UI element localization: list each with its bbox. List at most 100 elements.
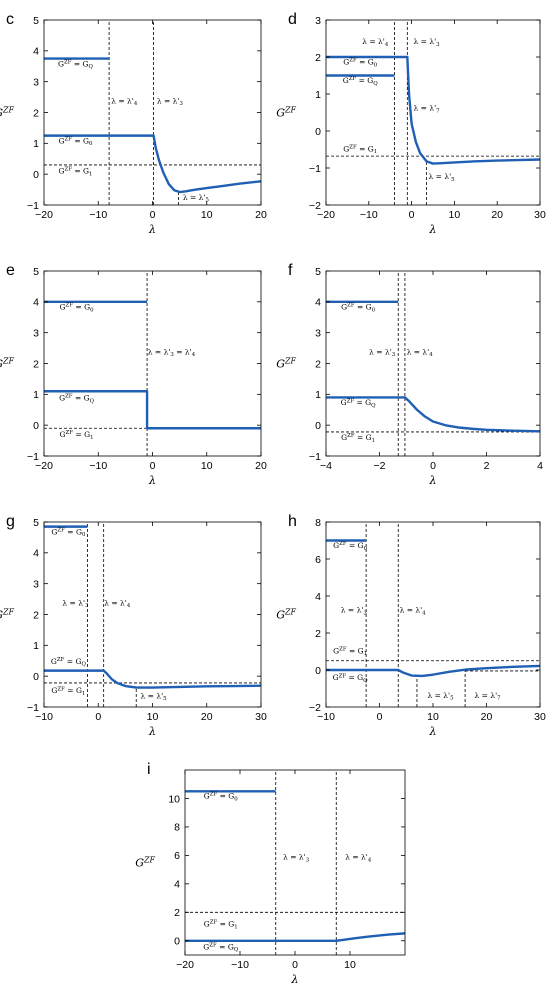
series-line-2 [44, 390, 261, 430]
y-tick-label: 2 [315, 52, 321, 64]
annotation-label: GZF​ = G0​ [58, 136, 93, 147]
axes-frame [325, 19, 541, 206]
annotation-label: λ = λ'4​ [345, 853, 372, 864]
axes-frame [43, 19, 262, 206]
annotation-label: GZF​ = G1​ [204, 920, 238, 931]
annotation-label: GZF​ = G1​ [333, 646, 367, 657]
annotation-label: GZF​ = G0​ [51, 527, 86, 538]
panel-h: −10 0 10 20 30 −2 0 2 4 6 8 λ GZF​ h GZF​ = G0​ GZF​ = … [276, 513, 546, 738]
y-tick-label: 1 [33, 138, 39, 150]
x-tick-label: 20 [255, 460, 267, 472]
annotation-label: GZF​ = G1​ [58, 167, 92, 178]
x-tick-label: −10 [35, 711, 53, 723]
annotation-label: λ = λ'7​ [475, 691, 502, 702]
y-axis-label: GZF​ [135, 855, 155, 869]
x-tick-label: 10 [147, 711, 159, 723]
annotation-label: λ = λ'4​ [407, 347, 434, 358]
y-tick-label: 2 [174, 907, 180, 919]
annotation-label: λ = λ'3​ [62, 598, 89, 609]
y-tick-label: −2 [309, 200, 321, 212]
x-axis-label: λ [148, 725, 156, 738]
x-tick-label: 20 [481, 711, 493, 723]
y-tick-label: 0 [33, 671, 39, 683]
y-tick-label: 5 [33, 517, 39, 529]
annotation-label: GZF​ = GQ​ [341, 398, 377, 409]
x-tick-label: −10 [231, 959, 249, 971]
annotation-label: GZF​ = GQ​ [51, 657, 87, 668]
annotation-label: GZF​ = G0​ [343, 57, 378, 68]
y-tick-label: 2 [315, 628, 321, 640]
y-tick-label: 4 [33, 46, 39, 58]
axes-frame [325, 270, 541, 457]
x-tick-label: 0 [150, 209, 156, 221]
x-tick-label: 20 [491, 209, 503, 221]
y-tick-label: 4 [315, 591, 321, 603]
x-tick-label: 20 [255, 209, 267, 221]
x-tick-label: 30 [255, 711, 267, 723]
panel-label: d [288, 11, 297, 28]
y-tick-label: −1 [27, 702, 39, 714]
y-tick-label: 2 [315, 358, 321, 370]
x-tick-label: 2 [484, 460, 490, 472]
y-tick-label: 8 [315, 517, 321, 529]
x-tick-label: −2 [374, 460, 386, 472]
y-tick-label: 3 [315, 327, 321, 339]
x-tick-label: −10 [317, 711, 335, 723]
series-line-2 [185, 932, 405, 942]
x-tick-label: 30 [534, 711, 546, 723]
panel-label: h [288, 513, 297, 530]
x-tick-label: 10 [201, 209, 213, 221]
x-tick-label: 0 [292, 959, 298, 971]
annotation-label: λ = λ'3​ [283, 853, 310, 864]
series-line-2 [44, 669, 261, 689]
x-tick-label: −4 [320, 460, 332, 472]
y-tick-label: 0 [315, 420, 321, 432]
y-tick-label: 5 [315, 266, 321, 278]
x-axis-label: λ [148, 474, 156, 487]
y-tick-label: 6 [174, 850, 180, 862]
y-tick-label: 3 [315, 15, 321, 27]
x-tick-label: 10 [201, 460, 213, 472]
annotation-label: λ = λ'3​ [157, 96, 184, 107]
x-axis-label: λ [429, 223, 437, 236]
y-tick-label: 1 [315, 89, 321, 101]
panel-i: −20 −10 0 10 0 2 4 6 8 10 λ GZF​ i GZF​ = G0​ GZF​ = G… [135, 761, 406, 986]
annotation-label: λ = λ'5​ [183, 193, 210, 204]
y-tick-label: 3 [33, 76, 39, 88]
y-tick-label: 4 [33, 548, 39, 560]
annotation-label: λ = λ'7​ [414, 104, 441, 115]
annotation-label: λ = λ'4​ [400, 606, 427, 617]
x-tick-label: −10 [89, 460, 107, 472]
annotation-label: GZF​ = GQ​ [333, 673, 369, 684]
y-tick-label: 2 [33, 358, 39, 370]
annotation-label: GZF​ = G0​ [333, 541, 368, 552]
y-tick-label: 10 [168, 793, 180, 805]
x-tick-label: −20 [35, 209, 53, 221]
y-tick-label: 2 [33, 107, 39, 119]
y-tick-label: −1 [309, 451, 321, 463]
panel-f: −4 −2 0 2 4 −1 0 1 2 3 4 5 λ GZF​ f GZF​ = G0​ GZF​ = GQ… [276, 262, 543, 487]
annotation-label: GZF​ = G0​ [204, 791, 239, 802]
y-axis-label: GZF​ [0, 607, 15, 621]
annotation-label: GZF​ = G1​ [51, 686, 85, 697]
x-tick-label: 10 [344, 959, 356, 971]
y-tick-label: 3 [33, 578, 39, 590]
x-tick-label: 0 [150, 460, 156, 472]
series-line-2 [326, 396, 540, 433]
x-tick-label: −20 [317, 209, 335, 221]
y-tick-label: 5 [33, 266, 39, 278]
x-tick-label: 0 [95, 711, 101, 723]
x-axis-label: λ [429, 474, 437, 487]
x-axis-label: λ [148, 223, 156, 236]
annotation-label: λ = λ'5​ [427, 691, 454, 702]
annotation-label: λ = λ'3​ [341, 606, 368, 617]
x-tick-label: −10 [360, 209, 378, 221]
y-tick-label: 1 [33, 640, 39, 652]
y-tick-label: 4 [33, 297, 39, 309]
x-tick-label: 10 [449, 209, 461, 221]
panel-label: c [6, 11, 14, 28]
annotation-label: GZF​ = GQ​ [343, 76, 379, 87]
